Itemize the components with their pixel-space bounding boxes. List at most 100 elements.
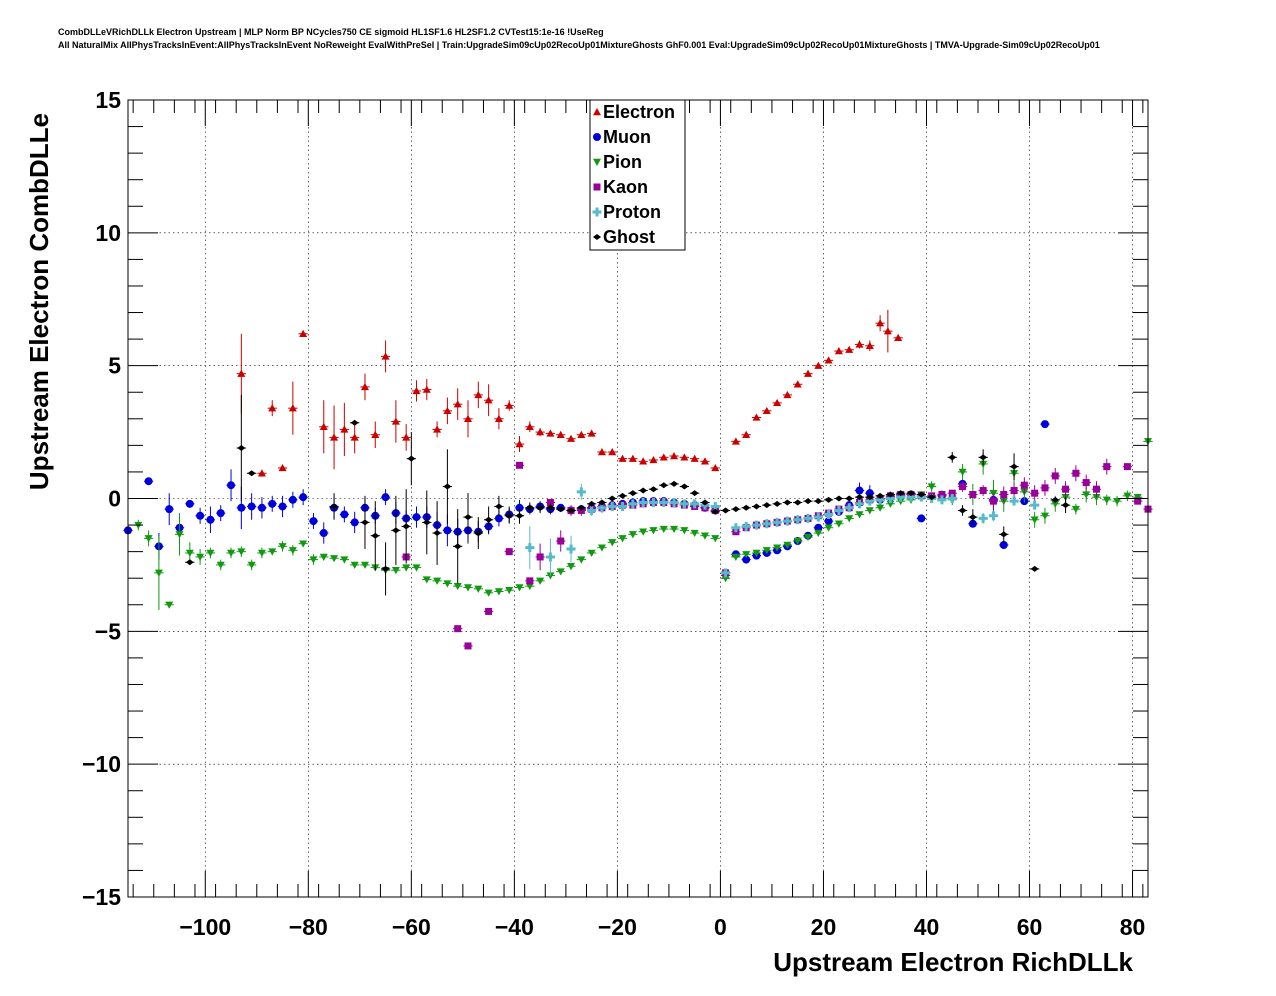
data-point-ghost	[876, 492, 885, 499]
data-point-kaon	[1041, 484, 1049, 492]
data-point-pion	[742, 551, 751, 559]
data-point-muon	[999, 540, 1008, 549]
data-point-electron	[474, 390, 483, 399]
data-point-ghost	[185, 559, 194, 566]
chart-title-line-2: All NaturalMix AllPhysTracksInEvent:AllP…	[58, 40, 1100, 50]
data-point-ghost	[505, 512, 514, 519]
data-point-proton	[597, 503, 607, 513]
data-point-pion	[402, 564, 411, 572]
data-point-electron	[330, 433, 339, 441]
legend-label-electron: Electron	[603, 102, 675, 122]
data-point-pion	[762, 547, 771, 555]
data-point-proton	[659, 497, 669, 507]
y-tick-label: 10	[95, 220, 121, 246]
data-point-kaon	[969, 491, 977, 499]
data-point-pion	[185, 549, 194, 557]
legend-label-pion: Pion	[603, 152, 642, 172]
data-point-ghost	[742, 504, 751, 511]
x-axis-title: Upstream Electron RichDLLk	[773, 947, 1133, 977]
data-point-electron	[515, 440, 524, 448]
data-point-muon	[381, 493, 390, 502]
data-point-pion	[639, 528, 648, 536]
data-point-ghost	[999, 531, 1008, 538]
data-point-pion	[196, 553, 205, 561]
data-point-electron	[494, 414, 503, 422]
data-point-pion	[340, 556, 349, 564]
legend-marker-kaon	[593, 183, 601, 191]
data-point-ghost	[865, 494, 874, 501]
data-point-electron	[443, 406, 452, 415]
data-point-electron	[412, 386, 421, 395]
data-point-kaon	[485, 607, 493, 615]
data-point-electron	[453, 400, 462, 408]
series-proton	[525, 483, 1040, 578]
data-point-electron	[402, 433, 411, 441]
data-point-proton	[896, 492, 906, 502]
data-point-electron	[773, 398, 782, 407]
data-point-electron	[350, 433, 359, 441]
data-point-electron	[556, 430, 565, 438]
data-point-electron	[340, 425, 349, 433]
x-tick-label: 60	[1017, 914, 1043, 940]
legend-box	[589, 99, 686, 251]
data-point-electron	[567, 434, 576, 442]
data-point-kaon	[989, 497, 997, 505]
x-tick-label: 40	[914, 914, 940, 940]
x-tick-label: −60	[392, 914, 431, 940]
data-point-kaon	[1000, 491, 1008, 499]
data-point-muon	[350, 518, 359, 527]
series-pion	[133, 438, 1153, 611]
data-point-pion	[690, 529, 699, 538]
data-point-pion	[309, 556, 318, 564]
data-point-electron	[299, 329, 308, 337]
data-point-electron	[278, 463, 287, 472]
data-point-proton	[679, 499, 689, 509]
data-point-ghost	[237, 445, 246, 452]
data-point-electron	[804, 369, 812, 377]
data-point-proton	[772, 517, 782, 527]
data-point-ghost	[793, 499, 802, 506]
data-point-muon	[412, 513, 421, 522]
data-point-ghost	[834, 495, 843, 502]
data-point-electron	[834, 347, 843, 355]
data-point-pion	[824, 524, 833, 532]
data-point-muon	[917, 514, 926, 523]
tick-labels: −100 −80 −60 −40 −20 0 20 40 60 80 −15 −10 −5 0 5 10 15	[82, 87, 1145, 940]
data-point-electron	[257, 469, 266, 477]
data-point-kaon	[464, 642, 472, 650]
data-point-electron	[525, 422, 534, 430]
data-point-pion	[536, 577, 545, 585]
data-point-proton	[793, 515, 803, 525]
data-point-proton	[875, 495, 885, 505]
data-point-pion	[958, 468, 967, 476]
data-markers	[123, 309, 1153, 650]
data-point-ghost	[247, 470, 256, 477]
data-point-electron	[752, 413, 761, 421]
data-point-pion	[793, 537, 802, 546]
data-point-pion	[237, 548, 246, 556]
data-point-ghost	[567, 507, 576, 514]
data-point-ghost	[783, 499, 792, 506]
x-tick-label: −100	[179, 914, 231, 940]
data-point-kaon	[1072, 469, 1080, 477]
legend-marker-muon	[593, 133, 601, 141]
data-point-kaon	[516, 461, 524, 469]
data-point-pion	[391, 567, 400, 575]
data-point-pion	[247, 561, 256, 569]
data-point-pion	[227, 549, 236, 557]
data-point-electron	[659, 453, 668, 461]
data-point-ghost	[649, 486, 658, 493]
data-point-muon	[319, 529, 328, 538]
data-point-ghost	[731, 506, 740, 513]
data-point-muon	[824, 517, 833, 526]
data-point-ghost	[464, 514, 472, 521]
data-point-kaon	[1082, 479, 1090, 487]
legend-label-kaon: Kaon	[603, 177, 648, 197]
data-point-proton	[813, 512, 823, 522]
series-electron	[236, 309, 903, 579]
data-point-ghost	[618, 492, 627, 499]
data-point-muon	[257, 503, 266, 512]
x-tick-label: 20	[811, 914, 837, 940]
data-point-ghost	[515, 512, 524, 519]
data-point-ghost	[670, 480, 679, 487]
